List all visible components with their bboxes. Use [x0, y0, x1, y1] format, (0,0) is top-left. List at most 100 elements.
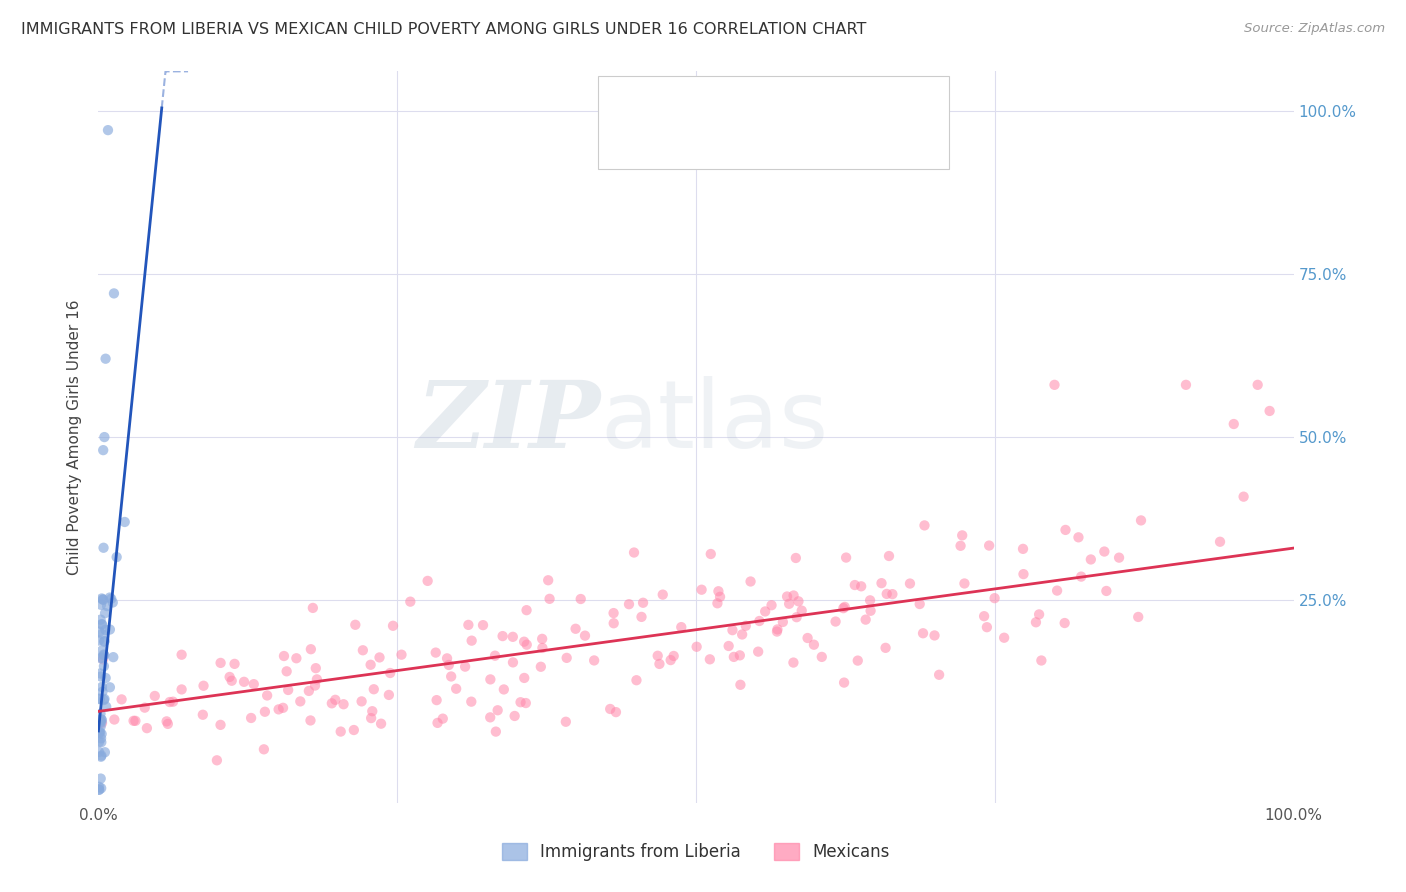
Point [124, 714, 146, 728]
Point [602, 616, 624, 631]
Point [778, 597, 800, 611]
Point [662, 648, 685, 663]
Point [876, 587, 898, 601]
Point [221, 673, 243, 688]
Point [94, 671, 117, 685]
Point [747, 645, 769, 659]
Point [90, 727, 112, 741]
Point [209, 718, 232, 732]
Point [502, 630, 524, 644]
Point [87, 735, 110, 749]
Point [96, 599, 118, 613]
Point [509, 695, 531, 709]
Point [444, 681, 467, 696]
Point [574, 629, 596, 643]
Point [276, 665, 298, 679]
Point [299, 642, 322, 657]
Point [651, 588, 673, 602]
Point [786, 610, 808, 624]
Point [730, 678, 752, 692]
Point [143, 689, 166, 703]
Point [87, 782, 110, 797]
Text: ■: ■ [619, 128, 638, 148]
Point [90, 617, 112, 632]
Point [90, 715, 112, 730]
Point [93, 634, 115, 648]
Text: ZIP: ZIP [416, 377, 600, 467]
Point [1130, 513, 1153, 527]
Point [93, 648, 115, 662]
Point [457, 618, 479, 632]
Point [824, 615, 846, 629]
Text: IMMIGRANTS FROM LIBERIA VS MEXICAN CHILD POVERTY AMONG GIRLS UNDER 16 CORRELATIO: IMMIGRANTS FROM LIBERIA VS MEXICAN CHILD… [21, 22, 866, 37]
Point [516, 638, 538, 652]
Text: 199: 199 [808, 129, 844, 147]
Point [360, 711, 382, 725]
Point [973, 609, 995, 624]
Point [761, 599, 783, 613]
Point [460, 633, 482, 648]
Point [370, 716, 392, 731]
Point [302, 601, 325, 615]
Point [1233, 490, 1256, 504]
Point [103, 713, 125, 727]
Point [93, 541, 115, 555]
Text: Source: ZipAtlas.com: Source: ZipAtlas.com [1244, 22, 1385, 36]
Point [256, 689, 278, 703]
Point [513, 634, 536, 648]
Point [271, 701, 294, 715]
Point [90, 749, 112, 764]
Point [360, 657, 382, 672]
Point [242, 677, 264, 691]
Point [877, 549, 900, 563]
Point [1012, 541, 1035, 556]
Point [569, 592, 592, 607]
Text: 62: 62 [808, 91, 831, 109]
Point [103, 286, 125, 301]
Point [875, 640, 897, 655]
Point [425, 646, 447, 660]
Point [253, 705, 276, 719]
Point [89, 725, 111, 739]
Point [835, 550, 858, 565]
Point [832, 601, 855, 615]
Point [91, 627, 114, 641]
Point [617, 597, 640, 611]
Point [484, 648, 506, 663]
Point [105, 550, 128, 565]
Point [928, 667, 950, 681]
Point [623, 545, 645, 559]
Point [983, 591, 1005, 606]
Point [135, 721, 157, 735]
Point [382, 619, 405, 633]
Point [685, 640, 707, 654]
Point [90, 713, 112, 727]
Point [772, 615, 794, 629]
Point [1031, 653, 1053, 667]
Point [485, 724, 508, 739]
Point [170, 682, 193, 697]
Point [93, 634, 115, 648]
Point [855, 613, 877, 627]
Point [101, 595, 124, 609]
Point [368, 650, 391, 665]
Point [91, 643, 114, 657]
Point [352, 643, 374, 657]
Point [323, 693, 346, 707]
Legend: Immigrants from Liberia, Mexicans: Immigrants from Liberia, Mexicans [495, 836, 897, 868]
Point [91, 592, 114, 607]
Point [89, 713, 111, 727]
Point [953, 576, 976, 591]
Point [554, 714, 576, 729]
Text: ■: ■ [619, 90, 638, 110]
Point [748, 614, 770, 628]
Point [90, 720, 112, 734]
Text: R =: R = [654, 91, 690, 109]
Point [426, 693, 449, 707]
Point [159, 695, 181, 709]
Point [460, 695, 482, 709]
Point [218, 670, 240, 684]
Point [91, 684, 114, 698]
Point [156, 717, 179, 731]
Point [253, 742, 276, 756]
